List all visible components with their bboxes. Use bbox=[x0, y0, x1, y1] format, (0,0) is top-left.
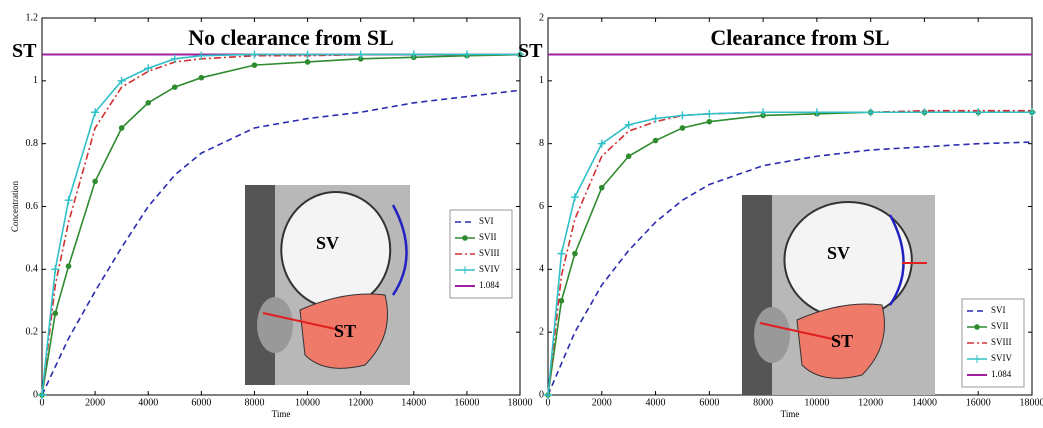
point bbox=[172, 84, 178, 90]
y-axis-label: Concentration bbox=[10, 181, 20, 232]
x-axis-label: Time bbox=[272, 409, 291, 419]
x-tick-label: 10000 bbox=[295, 397, 320, 408]
x-tick-label: 4000 bbox=[138, 397, 158, 408]
chart-title: No clearance from SL bbox=[188, 25, 394, 50]
point bbox=[867, 108, 875, 116]
y-tick-label: 2 bbox=[539, 326, 544, 337]
point bbox=[145, 100, 151, 106]
point bbox=[571, 193, 579, 201]
inset-dark bbox=[245, 185, 275, 385]
x-tick-label: 6000 bbox=[191, 397, 211, 408]
x-tick-label: 6000 bbox=[699, 397, 719, 408]
y-tick-label: 0.6 bbox=[26, 201, 39, 212]
y-tick-label: 1.2 bbox=[26, 12, 39, 23]
tissue bbox=[257, 297, 293, 353]
reference-label: ST bbox=[12, 40, 37, 62]
legend-label: SVIV bbox=[991, 353, 1013, 363]
legend-marker bbox=[974, 324, 980, 330]
legend-label: SVIII bbox=[479, 248, 500, 258]
point bbox=[171, 55, 179, 63]
point bbox=[463, 50, 471, 58]
legend-label: SVII bbox=[479, 232, 497, 242]
inset-label: SV bbox=[316, 233, 339, 253]
point bbox=[1028, 108, 1036, 116]
y-tick-label: 1 bbox=[539, 75, 544, 86]
y-tick-label: 6 bbox=[539, 201, 544, 212]
point bbox=[813, 108, 821, 116]
point bbox=[626, 153, 632, 159]
x-tick-label: 12000 bbox=[858, 397, 883, 408]
legend-label: SVI bbox=[991, 305, 1006, 315]
x-axis-label: Time bbox=[781, 409, 800, 419]
reference-label: ST bbox=[518, 40, 543, 62]
x-tick-label: 4000 bbox=[646, 397, 666, 408]
point bbox=[92, 179, 98, 185]
y-tick-label: 0 bbox=[539, 389, 544, 400]
x-tick-label: 16000 bbox=[454, 397, 479, 408]
x-tick-label: 8000 bbox=[244, 397, 264, 408]
point bbox=[66, 263, 72, 269]
point bbox=[119, 125, 125, 131]
x-tick-label: 14000 bbox=[401, 397, 426, 408]
figure: 0 0.2 0.4 0.6 0.8 1 1.2 0 2000 4000 6000 8000 10000 1… bbox=[0, 0, 1043, 423]
tissue bbox=[754, 307, 790, 363]
y-tick-label: 0.2 bbox=[26, 326, 39, 337]
point bbox=[357, 50, 365, 58]
point bbox=[680, 125, 686, 131]
inset-label: ST bbox=[831, 331, 853, 351]
x-tick-label: 2000 bbox=[592, 397, 612, 408]
point bbox=[199, 75, 205, 81]
point bbox=[65, 196, 73, 204]
y-tick-label: 1 bbox=[33, 75, 38, 86]
legend-label: SVIV bbox=[479, 264, 501, 274]
chart-title: Clearance from SL bbox=[710, 25, 889, 50]
point bbox=[252, 62, 258, 68]
legend-label: SVIII bbox=[991, 337, 1012, 347]
legend-label: 1.084 bbox=[479, 280, 500, 290]
point bbox=[250, 50, 258, 58]
point bbox=[920, 108, 928, 116]
x-tick-label: 8000 bbox=[753, 397, 773, 408]
x-tick-label: 16000 bbox=[966, 397, 991, 408]
point bbox=[305, 59, 311, 65]
x-tick-label: 18000 bbox=[508, 397, 533, 408]
y-tick-label: 0 bbox=[33, 389, 38, 400]
point bbox=[599, 185, 605, 191]
y-tick-label: 2 bbox=[539, 12, 544, 23]
x-tick-label: 14000 bbox=[912, 397, 937, 408]
x-tick-label: 12000 bbox=[348, 397, 373, 408]
inset-image: SV ST bbox=[245, 185, 410, 385]
point bbox=[707, 119, 713, 125]
y-tick-label: 0.4 bbox=[26, 264, 39, 275]
point bbox=[652, 115, 660, 123]
x-tick-label: 2000 bbox=[85, 397, 105, 408]
legend-marker bbox=[462, 235, 468, 241]
point bbox=[705, 110, 713, 118]
point bbox=[974, 108, 982, 116]
y-tick-label: 8 bbox=[539, 138, 544, 149]
x-tick-label: 18000 bbox=[1020, 397, 1043, 408]
point bbox=[572, 251, 578, 257]
inset-label: SV bbox=[827, 243, 850, 263]
point bbox=[52, 311, 58, 317]
point bbox=[653, 138, 659, 144]
point bbox=[304, 50, 312, 58]
point bbox=[678, 111, 686, 119]
legend-label: 1.084 bbox=[991, 369, 1012, 379]
y-tick-label: 0.8 bbox=[26, 138, 39, 149]
inset-dark bbox=[742, 195, 772, 395]
legend-label: SVI bbox=[479, 216, 494, 226]
inset-label: ST bbox=[334, 321, 356, 341]
legend-label: SVII bbox=[991, 321, 1009, 331]
x-tick-label: 10000 bbox=[804, 397, 829, 408]
y-tick-label: 4 bbox=[539, 264, 544, 275]
point bbox=[557, 250, 565, 258]
inset-image: SV ST bbox=[742, 195, 935, 395]
